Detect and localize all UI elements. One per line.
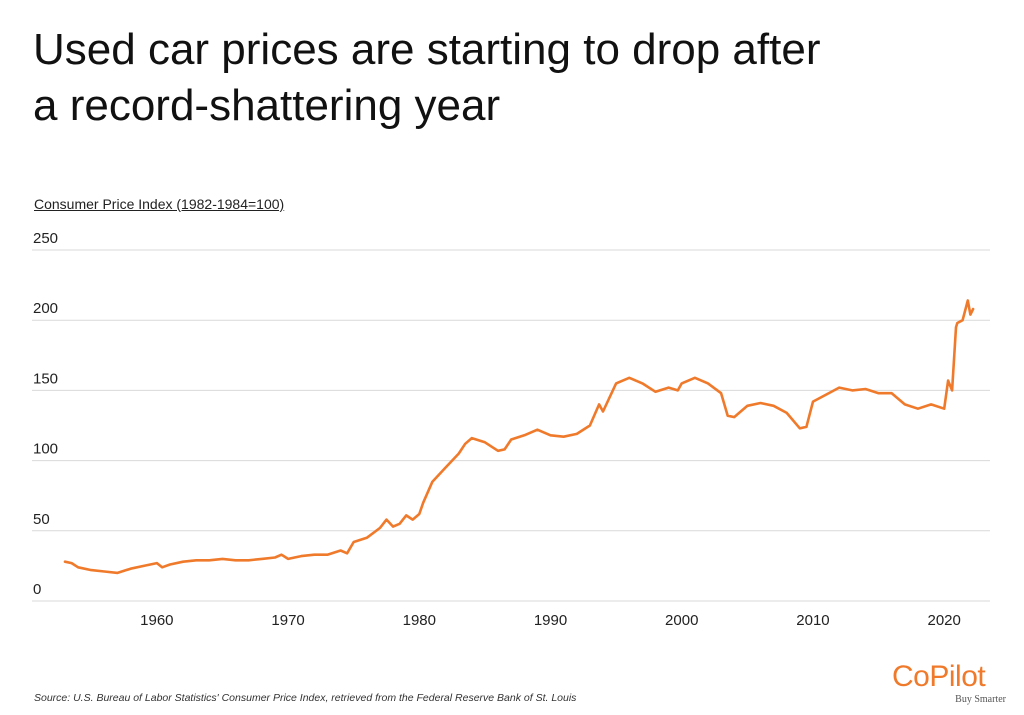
x-tick-label-2010: 2010 [796, 612, 829, 629]
y-tick-label-50: 50 [33, 511, 50, 528]
x-tick-label-2020: 2020 [928, 612, 961, 629]
x-tick-label-2000: 2000 [665, 612, 698, 629]
x-tick-label-1980: 1980 [403, 612, 436, 629]
x-tick-label-1970: 1970 [271, 612, 304, 629]
page-title: Used car prices are starting to drop aft… [33, 22, 993, 134]
title-line-2: a record-shattering year [33, 81, 501, 130]
y-tick-label-100: 100 [33, 441, 58, 458]
x-tick-label-1960: 1960 [140, 612, 173, 629]
y-tick-label-200: 200 [33, 300, 58, 317]
series-line-0 [63, 299, 975, 575]
y-tick-label-0: 0 [33, 581, 41, 598]
source-note: Source: U.S. Bureau of Labor Statistics'… [34, 692, 577, 704]
title-line-1: Used car prices are starting to drop aft… [33, 25, 821, 74]
y-axis-label: Consumer Price Index (1982-1984=100) [34, 196, 285, 212]
logo-tagline: Buy Smarter [955, 694, 1006, 705]
logo-wordmark: CoPilot [892, 660, 986, 693]
y-tick-label-150: 150 [33, 370, 58, 387]
x-tick-label-1990: 1990 [534, 612, 567, 629]
copilot-logo: CoPilot Buy Smarter [892, 662, 1012, 708]
y-tick-label-250: 250 [33, 230, 58, 247]
